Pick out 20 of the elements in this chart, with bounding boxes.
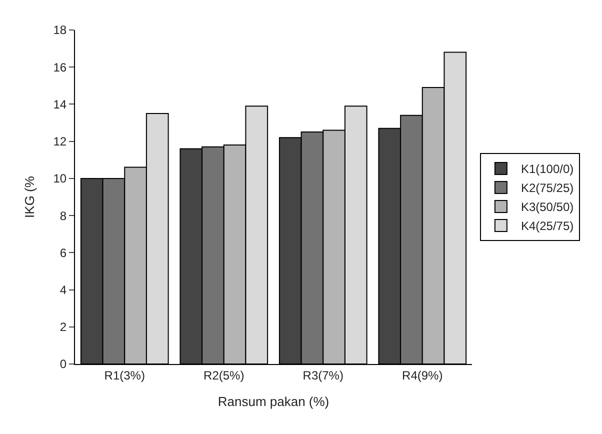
y-tick-label: 16 (53, 60, 67, 74)
x-tick-label: R3(7%) (302, 368, 344, 382)
x-tick-label: R4(9%) (402, 368, 443, 382)
x-axis-title: Ransum pakan (%) (218, 394, 330, 409)
y-tick-label: 10 (53, 172, 67, 186)
y-tick-label: 18 (53, 23, 67, 38)
y-tick-label: 6 (60, 246, 67, 260)
y-tick-label: 8 (60, 208, 67, 223)
y-tick-label: 14 (53, 97, 67, 112)
x-tick-label: R2(5%) (204, 368, 244, 382)
y-tick-label: 2 (60, 320, 67, 334)
y-tick-label: 0 (60, 357, 67, 372)
y-tick-label: 4 (60, 282, 67, 297)
legend-label: K4(25/75) (520, 219, 574, 234)
y-tick-label: 12 (53, 134, 67, 149)
legend-label: K3(50/50) (520, 200, 574, 214)
legend-label: K2(75/25) (520, 181, 574, 196)
y-axis-title: IKG (% (22, 176, 38, 218)
legend-label: K1(100/0) (520, 162, 574, 176)
x-tick-label: R1(3%) (104, 368, 145, 382)
